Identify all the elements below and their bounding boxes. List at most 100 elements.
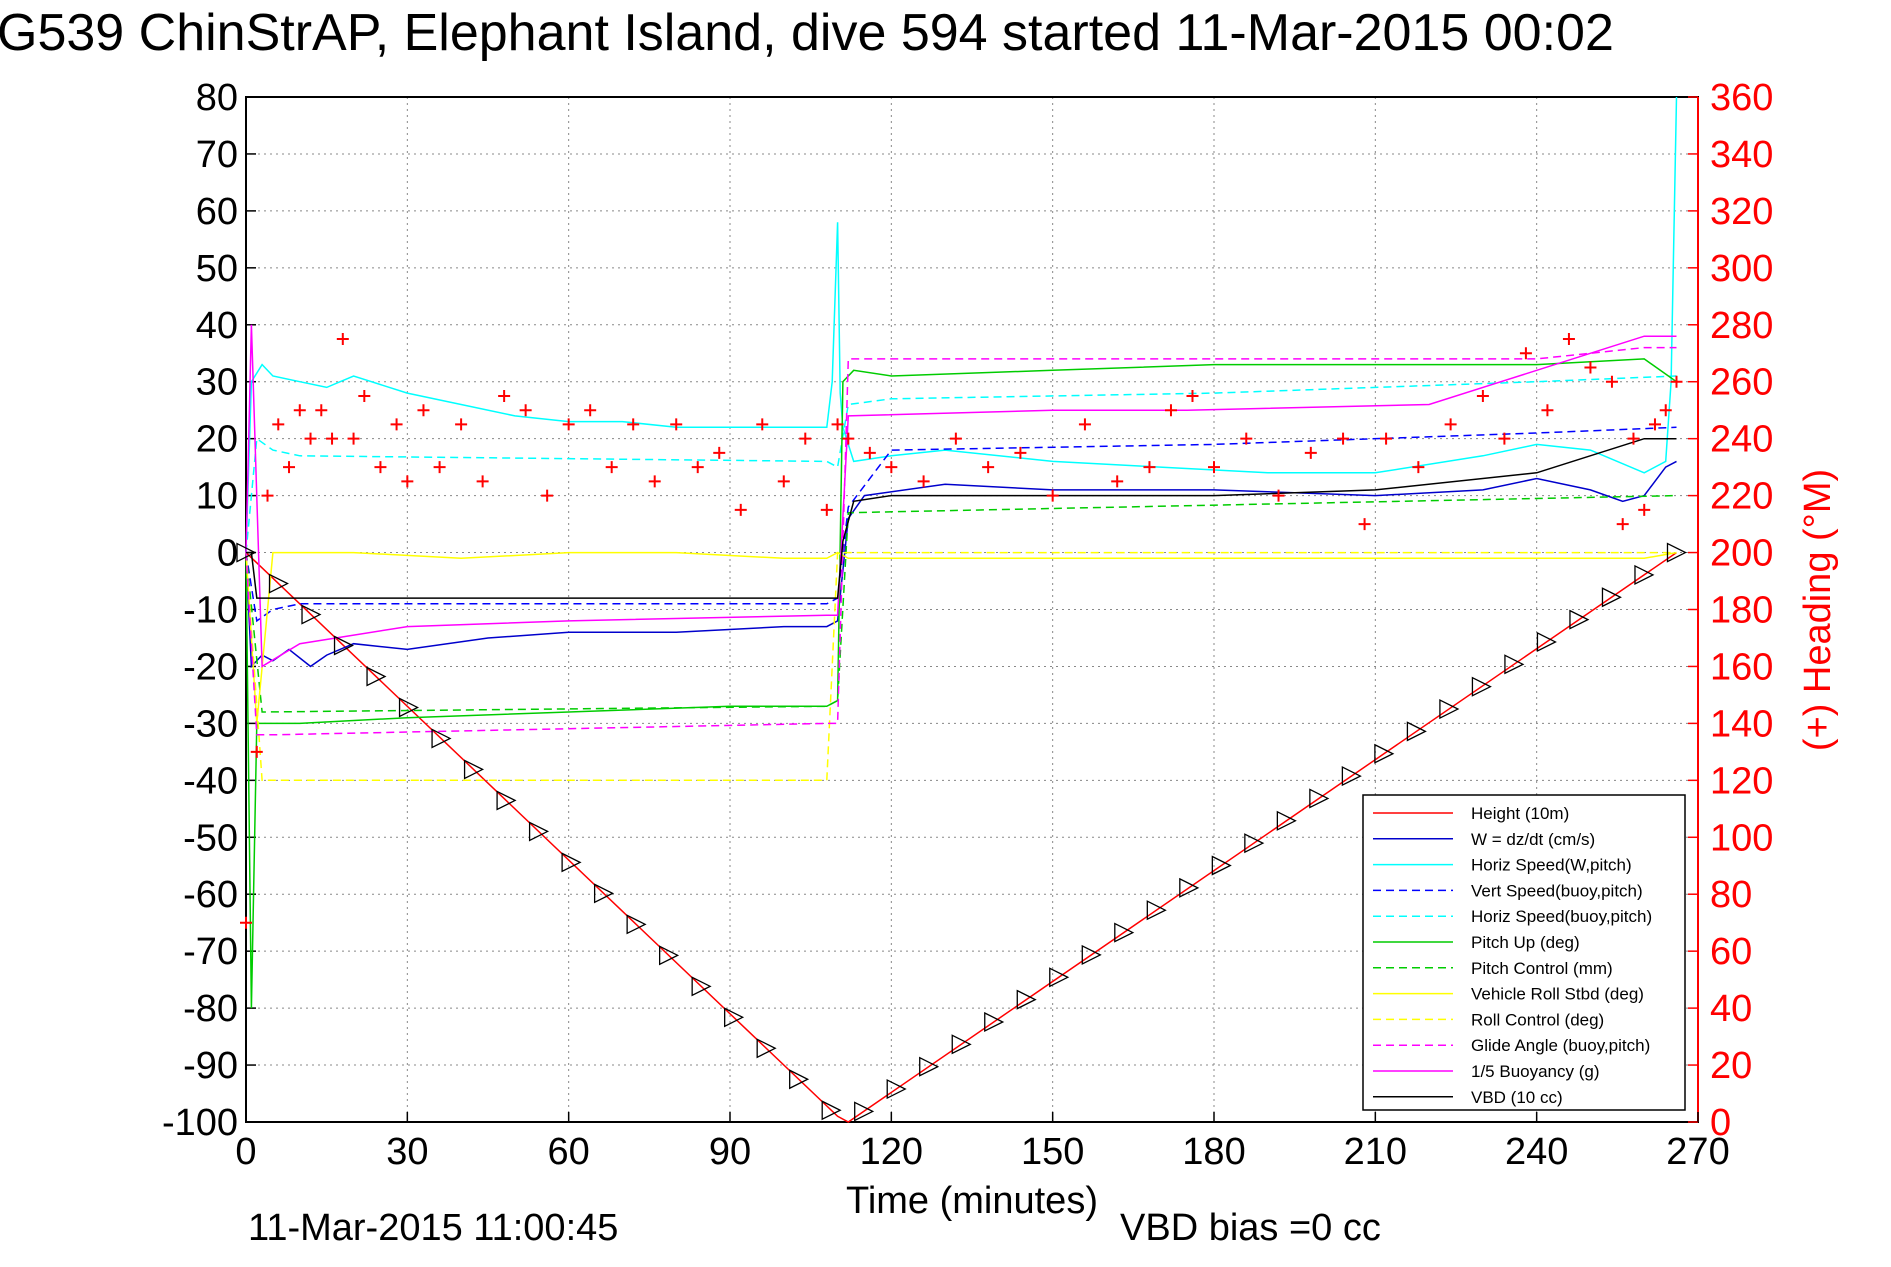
series-line-10 <box>245 324 1677 668</box>
y-tick-label: -80 <box>183 988 238 1030</box>
height-marker <box>1666 542 1687 563</box>
legend-label: Horiz Speed(buoy,pitch) <box>1471 907 1652 926</box>
series-line-9 <box>245 346 1677 736</box>
height-marker <box>951 1034 972 1055</box>
heading-point <box>519 404 532 417</box>
height-marker <box>1374 743 1395 764</box>
heading-point <box>336 333 349 346</box>
height-marker <box>821 1100 842 1121</box>
right-axis: 3603403203002802602402202001801601401201… <box>1688 77 1773 1144</box>
legend-label: Pitch Control (mm) <box>1471 959 1613 978</box>
heading-point <box>374 461 387 474</box>
x-tick-label: 210 <box>1344 1131 1407 1173</box>
heading-point <box>1380 432 1393 445</box>
heading-point <box>272 418 285 431</box>
heading-point <box>476 475 489 488</box>
y2-tick-label: 100 <box>1710 817 1773 859</box>
y-tick-label: 20 <box>196 419 238 461</box>
heading-point <box>982 461 995 474</box>
heading-point <box>949 432 962 445</box>
heading-point <box>777 475 790 488</box>
heading-point <box>1519 347 1532 360</box>
heading-point <box>401 475 414 488</box>
heading-point <box>1240 432 1253 445</box>
height-marker <box>398 697 420 718</box>
x-tick-label: 60 <box>548 1131 590 1173</box>
series-line-1 <box>245 460 1677 669</box>
y-tick-label: -30 <box>183 703 238 745</box>
y-tick-label: 50 <box>196 248 238 290</box>
heading-point <box>1014 446 1027 459</box>
heading-point <box>584 404 597 417</box>
height-marker <box>268 573 289 594</box>
height-marker <box>1016 989 1037 1010</box>
height-marker <box>1471 676 1492 697</box>
height-marker <box>561 852 582 873</box>
height-marker <box>496 790 517 811</box>
heading-point <box>261 489 274 502</box>
heading-point <box>390 418 403 431</box>
y2-tick-label: 160 <box>1710 646 1773 688</box>
legend-label: Horiz Speed(W,pitch) <box>1471 856 1632 875</box>
y-tick-label: -90 <box>183 1045 238 1087</box>
heading-point <box>1616 518 1629 531</box>
y2-tick-label: 260 <box>1710 362 1773 404</box>
height-marker <box>1309 788 1330 809</box>
y2-tick-label: 300 <box>1710 248 1773 290</box>
height-marker <box>1569 609 1590 630</box>
heading-point <box>756 418 769 431</box>
height-marker <box>789 1069 810 1090</box>
legend-label: Vehicle Roll Stbd (deg) <box>1471 985 1644 1004</box>
heading-point <box>734 503 747 516</box>
height-marker <box>1211 855 1232 876</box>
heading-point <box>541 489 554 502</box>
y-tick-label: -20 <box>183 646 238 688</box>
legend-label: Roll Control (deg) <box>1471 1010 1604 1029</box>
height-marker <box>301 604 322 625</box>
x-tick-label: 270 <box>1666 1131 1729 1173</box>
height-marker <box>1114 922 1135 943</box>
y-tick-label: -10 <box>183 590 238 632</box>
heading-point <box>627 418 640 431</box>
height-marker <box>1049 967 1070 988</box>
y-tick-label: 80 <box>196 77 238 119</box>
heading-point <box>1659 404 1672 417</box>
y-tick-label: -40 <box>183 760 238 802</box>
heading-point <box>1304 446 1317 459</box>
height-marker <box>1601 587 1622 608</box>
y2-tick-label: 140 <box>1710 703 1773 745</box>
y-tick-label: -100 <box>162 1102 238 1144</box>
height-marker <box>919 1056 940 1077</box>
height-marker <box>366 666 387 687</box>
legend-label: 1/5 Buoyancy (g) <box>1471 1062 1600 1081</box>
heading-point <box>1562 333 1575 346</box>
heading-point <box>326 432 339 445</box>
y2-tick-label: 60 <box>1710 931 1752 973</box>
y-tick-label: 0 <box>217 533 238 575</box>
heading-point <box>1358 518 1371 531</box>
heading-point <box>1648 418 1661 431</box>
heading-point <box>831 418 844 431</box>
height-marker <box>1439 698 1460 720</box>
right-axis-label: (+) Heading (°M) <box>1797 469 1839 751</box>
heading-point <box>691 461 704 474</box>
x-tick-label: 30 <box>386 1131 428 1173</box>
heading-point <box>1498 432 1511 445</box>
heading-point <box>670 418 683 431</box>
y-tick-label: 40 <box>196 305 238 347</box>
x-axis-label: Time (minutes) <box>846 1180 1098 1222</box>
heading-point <box>1638 503 1651 516</box>
series-line-2 <box>245 96 1678 553</box>
heading-point <box>820 503 833 516</box>
x-axis: 0 30 60 90 120 150 180 210 240 270 <box>235 1112 1730 1173</box>
series-line-6 <box>245 494 1677 713</box>
heading-point <box>417 404 430 417</box>
height-marker <box>626 914 647 935</box>
heading-point <box>863 446 876 459</box>
heading-point <box>1272 489 1285 502</box>
y2-tick-label: 40 <box>1710 988 1752 1030</box>
height-marker <box>1341 766 1362 787</box>
height-marker <box>1634 564 1655 585</box>
height-marker <box>1244 833 1265 854</box>
